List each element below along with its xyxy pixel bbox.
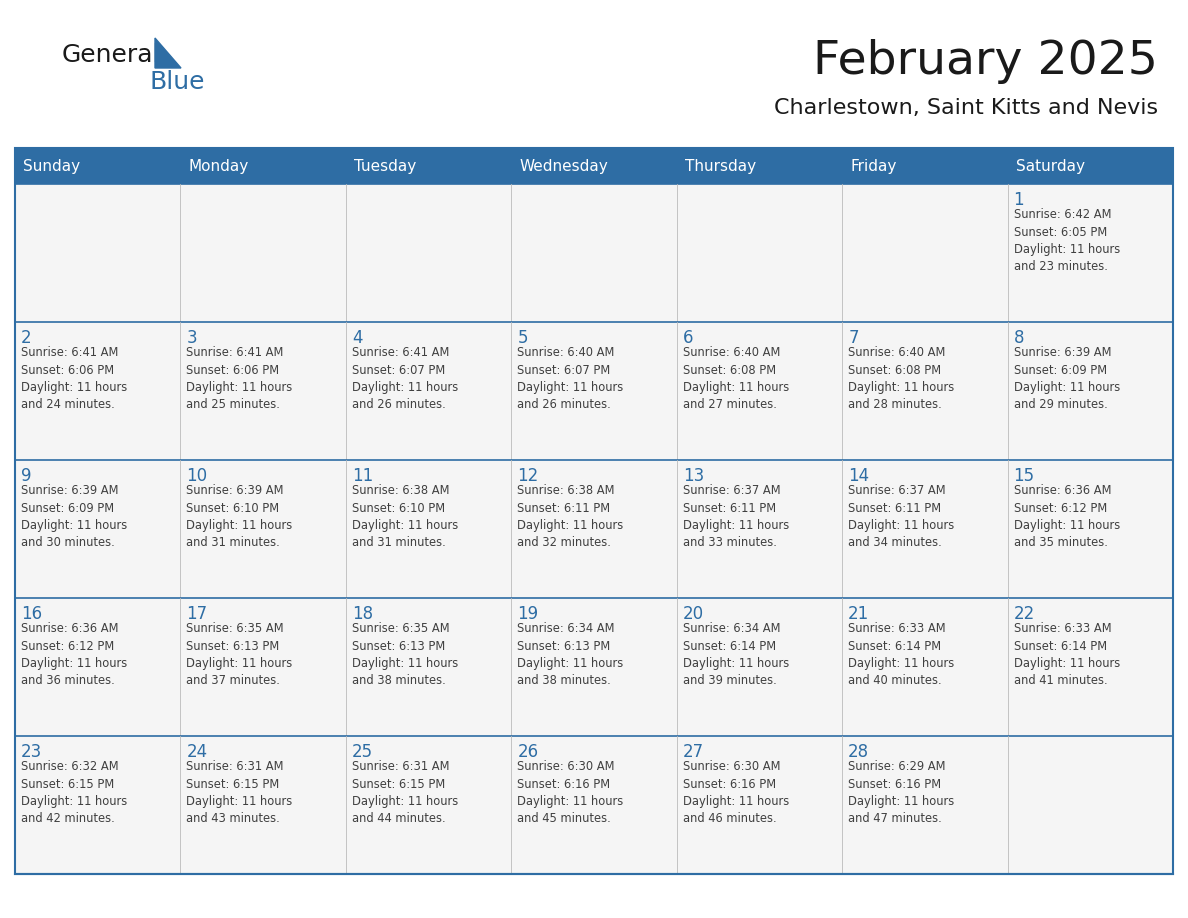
Text: 28: 28 — [848, 743, 870, 761]
FancyBboxPatch shape — [15, 598, 1173, 736]
Text: Sunrise: 6:36 AM
Sunset: 6:12 PM
Daylight: 11 hours
and 36 minutes.: Sunrise: 6:36 AM Sunset: 6:12 PM Dayligh… — [21, 622, 127, 688]
Text: Sunday: Sunday — [23, 159, 80, 174]
Text: 21: 21 — [848, 605, 870, 623]
Text: Sunrise: 6:37 AM
Sunset: 6:11 PM
Daylight: 11 hours
and 34 minutes.: Sunrise: 6:37 AM Sunset: 6:11 PM Dayligh… — [848, 484, 954, 550]
Text: Sunrise: 6:36 AM
Sunset: 6:12 PM
Daylight: 11 hours
and 35 minutes.: Sunrise: 6:36 AM Sunset: 6:12 PM Dayligh… — [1013, 484, 1120, 550]
Text: 3: 3 — [187, 329, 197, 347]
Text: 17: 17 — [187, 605, 208, 623]
Text: Sunrise: 6:31 AM
Sunset: 6:15 PM
Daylight: 11 hours
and 43 minutes.: Sunrise: 6:31 AM Sunset: 6:15 PM Dayligh… — [187, 760, 292, 825]
Text: 9: 9 — [21, 467, 32, 485]
Text: 16: 16 — [21, 605, 42, 623]
Text: Sunrise: 6:30 AM
Sunset: 6:16 PM
Daylight: 11 hours
and 46 minutes.: Sunrise: 6:30 AM Sunset: 6:16 PM Dayligh… — [683, 760, 789, 825]
Text: 2: 2 — [21, 329, 32, 347]
Text: Sunrise: 6:37 AM
Sunset: 6:11 PM
Daylight: 11 hours
and 33 minutes.: Sunrise: 6:37 AM Sunset: 6:11 PM Dayligh… — [683, 484, 789, 550]
Text: 25: 25 — [352, 743, 373, 761]
Text: Sunrise: 6:39 AM
Sunset: 6:09 PM
Daylight: 11 hours
and 29 minutes.: Sunrise: 6:39 AM Sunset: 6:09 PM Dayligh… — [1013, 346, 1120, 411]
Text: Sunrise: 6:29 AM
Sunset: 6:16 PM
Daylight: 11 hours
and 47 minutes.: Sunrise: 6:29 AM Sunset: 6:16 PM Dayligh… — [848, 760, 954, 825]
Text: Sunrise: 6:40 AM
Sunset: 6:08 PM
Daylight: 11 hours
and 27 minutes.: Sunrise: 6:40 AM Sunset: 6:08 PM Dayligh… — [683, 346, 789, 411]
Text: 1: 1 — [1013, 191, 1024, 209]
Text: Thursday: Thursday — [684, 159, 756, 174]
Text: Sunrise: 6:41 AM
Sunset: 6:07 PM
Daylight: 11 hours
and 26 minutes.: Sunrise: 6:41 AM Sunset: 6:07 PM Dayligh… — [352, 346, 459, 411]
Text: 24: 24 — [187, 743, 208, 761]
Text: Sunrise: 6:42 AM
Sunset: 6:05 PM
Daylight: 11 hours
and 23 minutes.: Sunrise: 6:42 AM Sunset: 6:05 PM Dayligh… — [1013, 208, 1120, 274]
Text: Sunrise: 6:32 AM
Sunset: 6:15 PM
Daylight: 11 hours
and 42 minutes.: Sunrise: 6:32 AM Sunset: 6:15 PM Dayligh… — [21, 760, 127, 825]
Text: 13: 13 — [683, 467, 704, 485]
Text: Wednesday: Wednesday — [519, 159, 608, 174]
Text: Blue: Blue — [150, 70, 206, 94]
Text: 11: 11 — [352, 467, 373, 485]
Text: 22: 22 — [1013, 605, 1035, 623]
Text: Sunrise: 6:33 AM
Sunset: 6:14 PM
Daylight: 11 hours
and 41 minutes.: Sunrise: 6:33 AM Sunset: 6:14 PM Dayligh… — [1013, 622, 1120, 688]
Text: 27: 27 — [683, 743, 703, 761]
Text: 20: 20 — [683, 605, 703, 623]
Text: Sunrise: 6:33 AM
Sunset: 6:14 PM
Daylight: 11 hours
and 40 minutes.: Sunrise: 6:33 AM Sunset: 6:14 PM Dayligh… — [848, 622, 954, 688]
Text: Sunrise: 6:34 AM
Sunset: 6:13 PM
Daylight: 11 hours
and 38 minutes.: Sunrise: 6:34 AM Sunset: 6:13 PM Dayligh… — [517, 622, 624, 688]
Text: 15: 15 — [1013, 467, 1035, 485]
Text: 18: 18 — [352, 605, 373, 623]
Text: 8: 8 — [1013, 329, 1024, 347]
Text: Monday: Monday — [189, 159, 248, 174]
FancyBboxPatch shape — [15, 322, 1173, 460]
Text: Sunrise: 6:35 AM
Sunset: 6:13 PM
Daylight: 11 hours
and 37 minutes.: Sunrise: 6:35 AM Sunset: 6:13 PM Dayligh… — [187, 622, 292, 688]
Text: Saturday: Saturday — [1016, 159, 1085, 174]
Text: 5: 5 — [517, 329, 527, 347]
Text: Sunrise: 6:41 AM
Sunset: 6:06 PM
Daylight: 11 hours
and 25 minutes.: Sunrise: 6:41 AM Sunset: 6:06 PM Dayligh… — [187, 346, 292, 411]
Text: 6: 6 — [683, 329, 694, 347]
Text: 19: 19 — [517, 605, 538, 623]
Text: Sunrise: 6:31 AM
Sunset: 6:15 PM
Daylight: 11 hours
and 44 minutes.: Sunrise: 6:31 AM Sunset: 6:15 PM Dayligh… — [352, 760, 459, 825]
Text: Sunrise: 6:39 AM
Sunset: 6:09 PM
Daylight: 11 hours
and 30 minutes.: Sunrise: 6:39 AM Sunset: 6:09 PM Dayligh… — [21, 484, 127, 550]
Text: 26: 26 — [517, 743, 538, 761]
Text: Charlestown, Saint Kitts and Nevis: Charlestown, Saint Kitts and Nevis — [773, 98, 1158, 118]
Text: Sunrise: 6:39 AM
Sunset: 6:10 PM
Daylight: 11 hours
and 31 minutes.: Sunrise: 6:39 AM Sunset: 6:10 PM Dayligh… — [187, 484, 292, 550]
Text: 7: 7 — [848, 329, 859, 347]
FancyBboxPatch shape — [15, 184, 1173, 322]
Text: Sunrise: 6:41 AM
Sunset: 6:06 PM
Daylight: 11 hours
and 24 minutes.: Sunrise: 6:41 AM Sunset: 6:06 PM Dayligh… — [21, 346, 127, 411]
Text: Tuesday: Tuesday — [354, 159, 416, 174]
Text: 23: 23 — [21, 743, 43, 761]
Text: Sunrise: 6:38 AM
Sunset: 6:11 PM
Daylight: 11 hours
and 32 minutes.: Sunrise: 6:38 AM Sunset: 6:11 PM Dayligh… — [517, 484, 624, 550]
Text: Sunrise: 6:40 AM
Sunset: 6:08 PM
Daylight: 11 hours
and 28 minutes.: Sunrise: 6:40 AM Sunset: 6:08 PM Dayligh… — [848, 346, 954, 411]
Text: General: General — [62, 43, 160, 67]
FancyBboxPatch shape — [15, 148, 1173, 184]
Polygon shape — [154, 38, 181, 68]
Text: Sunrise: 6:35 AM
Sunset: 6:13 PM
Daylight: 11 hours
and 38 minutes.: Sunrise: 6:35 AM Sunset: 6:13 PM Dayligh… — [352, 622, 459, 688]
Text: 12: 12 — [517, 467, 538, 485]
Text: 4: 4 — [352, 329, 362, 347]
FancyBboxPatch shape — [15, 460, 1173, 598]
Text: February 2025: February 2025 — [813, 39, 1158, 84]
FancyBboxPatch shape — [15, 736, 1173, 874]
Text: Sunrise: 6:30 AM
Sunset: 6:16 PM
Daylight: 11 hours
and 45 minutes.: Sunrise: 6:30 AM Sunset: 6:16 PM Dayligh… — [517, 760, 624, 825]
Text: Friday: Friday — [851, 159, 897, 174]
Text: Sunrise: 6:38 AM
Sunset: 6:10 PM
Daylight: 11 hours
and 31 minutes.: Sunrise: 6:38 AM Sunset: 6:10 PM Dayligh… — [352, 484, 459, 550]
Text: Sunrise: 6:40 AM
Sunset: 6:07 PM
Daylight: 11 hours
and 26 minutes.: Sunrise: 6:40 AM Sunset: 6:07 PM Dayligh… — [517, 346, 624, 411]
Text: Sunrise: 6:34 AM
Sunset: 6:14 PM
Daylight: 11 hours
and 39 minutes.: Sunrise: 6:34 AM Sunset: 6:14 PM Dayligh… — [683, 622, 789, 688]
Text: 14: 14 — [848, 467, 870, 485]
Text: 10: 10 — [187, 467, 208, 485]
